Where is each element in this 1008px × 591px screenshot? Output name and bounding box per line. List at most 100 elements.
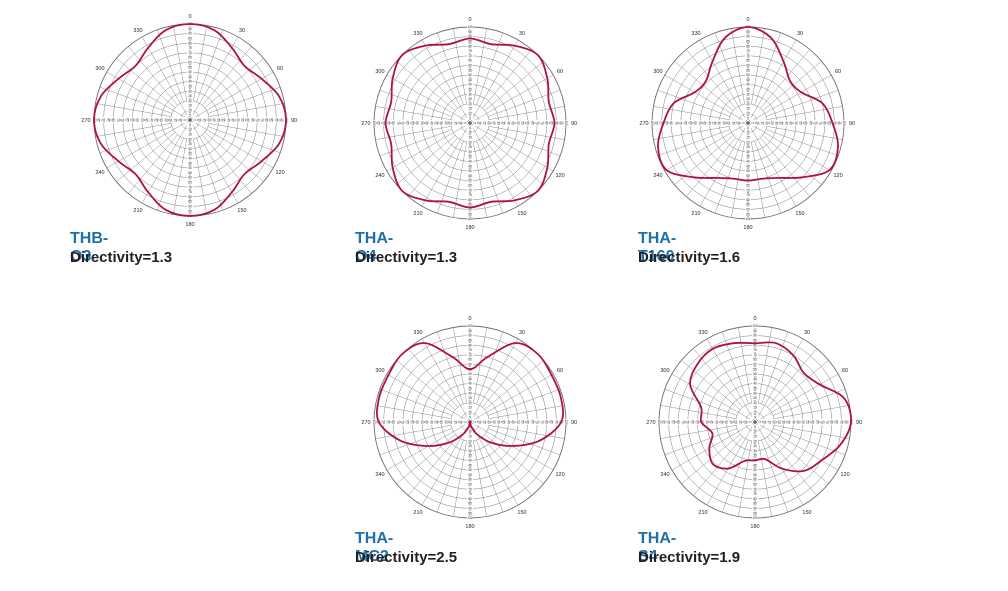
angle-label: 90 bbox=[571, 121, 577, 127]
tick-label-bg bbox=[745, 39, 751, 43]
grid-spoke bbox=[657, 89, 731, 117]
radial-tick-label: 45 bbox=[511, 420, 515, 424]
tick-label-bg bbox=[410, 419, 415, 425]
grid-spoke bbox=[766, 106, 843, 120]
grid-spoke bbox=[754, 373, 839, 423]
radial-tick-label: 5 bbox=[469, 126, 471, 130]
radial-tick-label: 50 bbox=[188, 166, 192, 170]
radial-tick-label: 5 bbox=[469, 415, 471, 419]
radial-tick-label: 75 bbox=[753, 348, 757, 352]
tick-label-bg bbox=[745, 82, 751, 87]
tick-label-bg bbox=[671, 419, 676, 425]
radial-tick-label: 15 bbox=[202, 118, 206, 122]
angle-label: 120 bbox=[840, 472, 849, 478]
angle-label: 210 bbox=[698, 510, 707, 516]
tick-label-bg bbox=[405, 120, 410, 126]
grid-spoke bbox=[482, 436, 532, 496]
grid-spoke bbox=[714, 140, 742, 214]
tick-label-bg bbox=[467, 77, 473, 82]
radial-tick-label: 20 bbox=[207, 118, 211, 122]
tick-label-bg bbox=[467, 458, 473, 462]
tick-label-bg bbox=[467, 164, 473, 168]
radial-tick-label: 100 bbox=[745, 217, 751, 221]
tick-label-bg bbox=[752, 324, 758, 328]
radial-tick-label: 20 bbox=[468, 439, 472, 443]
tick-label-bg bbox=[827, 120, 832, 126]
radial-tick-label: 35 bbox=[712, 121, 716, 125]
radial-tick-label: 95 bbox=[377, 121, 381, 125]
grid-spoke bbox=[196, 29, 224, 103]
angle-label: 120 bbox=[275, 170, 284, 176]
radial-tick-label: 65 bbox=[808, 121, 812, 125]
radial-tick-label: 20 bbox=[772, 420, 776, 424]
radial-tick-label: 60 bbox=[188, 61, 192, 65]
tick-label-bg bbox=[745, 73, 751, 77]
grid-spoke bbox=[207, 86, 281, 114]
radial-tick-label: 70 bbox=[746, 188, 750, 192]
angle-label: 90 bbox=[856, 420, 862, 426]
grid-spoke bbox=[379, 388, 453, 416]
angle-label: 150 bbox=[802, 510, 811, 516]
tick-label-bg bbox=[467, 511, 473, 515]
radial-tick-label: 60 bbox=[188, 176, 192, 180]
tick-label-bg bbox=[482, 419, 487, 425]
radial-tick-label: 95 bbox=[753, 329, 757, 333]
tick-label-bg bbox=[396, 120, 400, 126]
tick-label-bg bbox=[463, 419, 468, 425]
radial-tick-label: 25 bbox=[468, 396, 472, 400]
radial-tick-label: 95 bbox=[468, 511, 472, 515]
tick-label-bg bbox=[745, 169, 751, 173]
radial-tick-label: 30 bbox=[468, 150, 472, 154]
tick-label-bg bbox=[467, 173, 473, 178]
tick-label-bg bbox=[467, 188, 473, 192]
grid-spoke bbox=[476, 331, 504, 405]
radial-tick-label: 35 bbox=[188, 152, 192, 156]
grid-spoke bbox=[375, 405, 452, 419]
tick-label-bg bbox=[187, 50, 193, 55]
grid-spoke bbox=[765, 129, 839, 157]
tick-label-bg bbox=[478, 120, 482, 126]
angle-label: 330 bbox=[413, 31, 422, 37]
radial-tick-label: 85 bbox=[753, 339, 757, 343]
grid-spoke bbox=[674, 61, 734, 111]
grid-spoke bbox=[760, 137, 810, 197]
radial-tick-label: 30 bbox=[188, 147, 192, 151]
grid-spoke bbox=[731, 28, 745, 105]
radial-tick-label: 45 bbox=[425, 420, 429, 424]
tick-label-bg bbox=[269, 117, 274, 123]
radial-tick-label: 65 bbox=[188, 181, 192, 185]
grid-spoke bbox=[767, 436, 817, 496]
radial-tick-label: 95 bbox=[468, 212, 472, 216]
tick-label-bg bbox=[745, 202, 751, 207]
radial-tick-label: 10 bbox=[198, 118, 202, 122]
radial-tick-label: 55 bbox=[241, 118, 245, 122]
tick-label-bg bbox=[425, 120, 429, 126]
tick-label-bg bbox=[467, 49, 473, 53]
tick-label-bg bbox=[174, 117, 178, 123]
grid-spoke bbox=[772, 428, 846, 456]
radial-tick-label: 25 bbox=[746, 97, 750, 101]
grid-spoke bbox=[671, 421, 756, 471]
radial-tick-label: 15 bbox=[753, 406, 757, 410]
tick-label-bg bbox=[187, 60, 193, 64]
radial-tick-label: 50 bbox=[468, 169, 472, 173]
tick-label-bg bbox=[703, 120, 707, 126]
radial-tick-label: 5 bbox=[469, 116, 471, 120]
radial-tick-label: 35 bbox=[746, 155, 750, 159]
tick-label-bg bbox=[751, 120, 755, 126]
tick-label-bg bbox=[145, 117, 149, 123]
response-curve bbox=[376, 342, 564, 447]
radial-tick-label: 90 bbox=[382, 420, 386, 424]
tick-label-bg bbox=[467, 87, 473, 91]
angle-label: 120 bbox=[555, 173, 564, 179]
tick-label-bg bbox=[187, 65, 193, 69]
tick-label-bg bbox=[674, 120, 678, 126]
radial-tick-label: 65 bbox=[468, 483, 472, 487]
tick-label-bg bbox=[467, 92, 473, 96]
tick-label-bg bbox=[149, 117, 154, 123]
tick-label-bg bbox=[467, 496, 473, 501]
grid-spoke bbox=[116, 58, 176, 108]
grid-spoke bbox=[396, 360, 456, 410]
radial-tick-label: 20 bbox=[188, 137, 192, 141]
tick-label-bg bbox=[752, 472, 758, 477]
